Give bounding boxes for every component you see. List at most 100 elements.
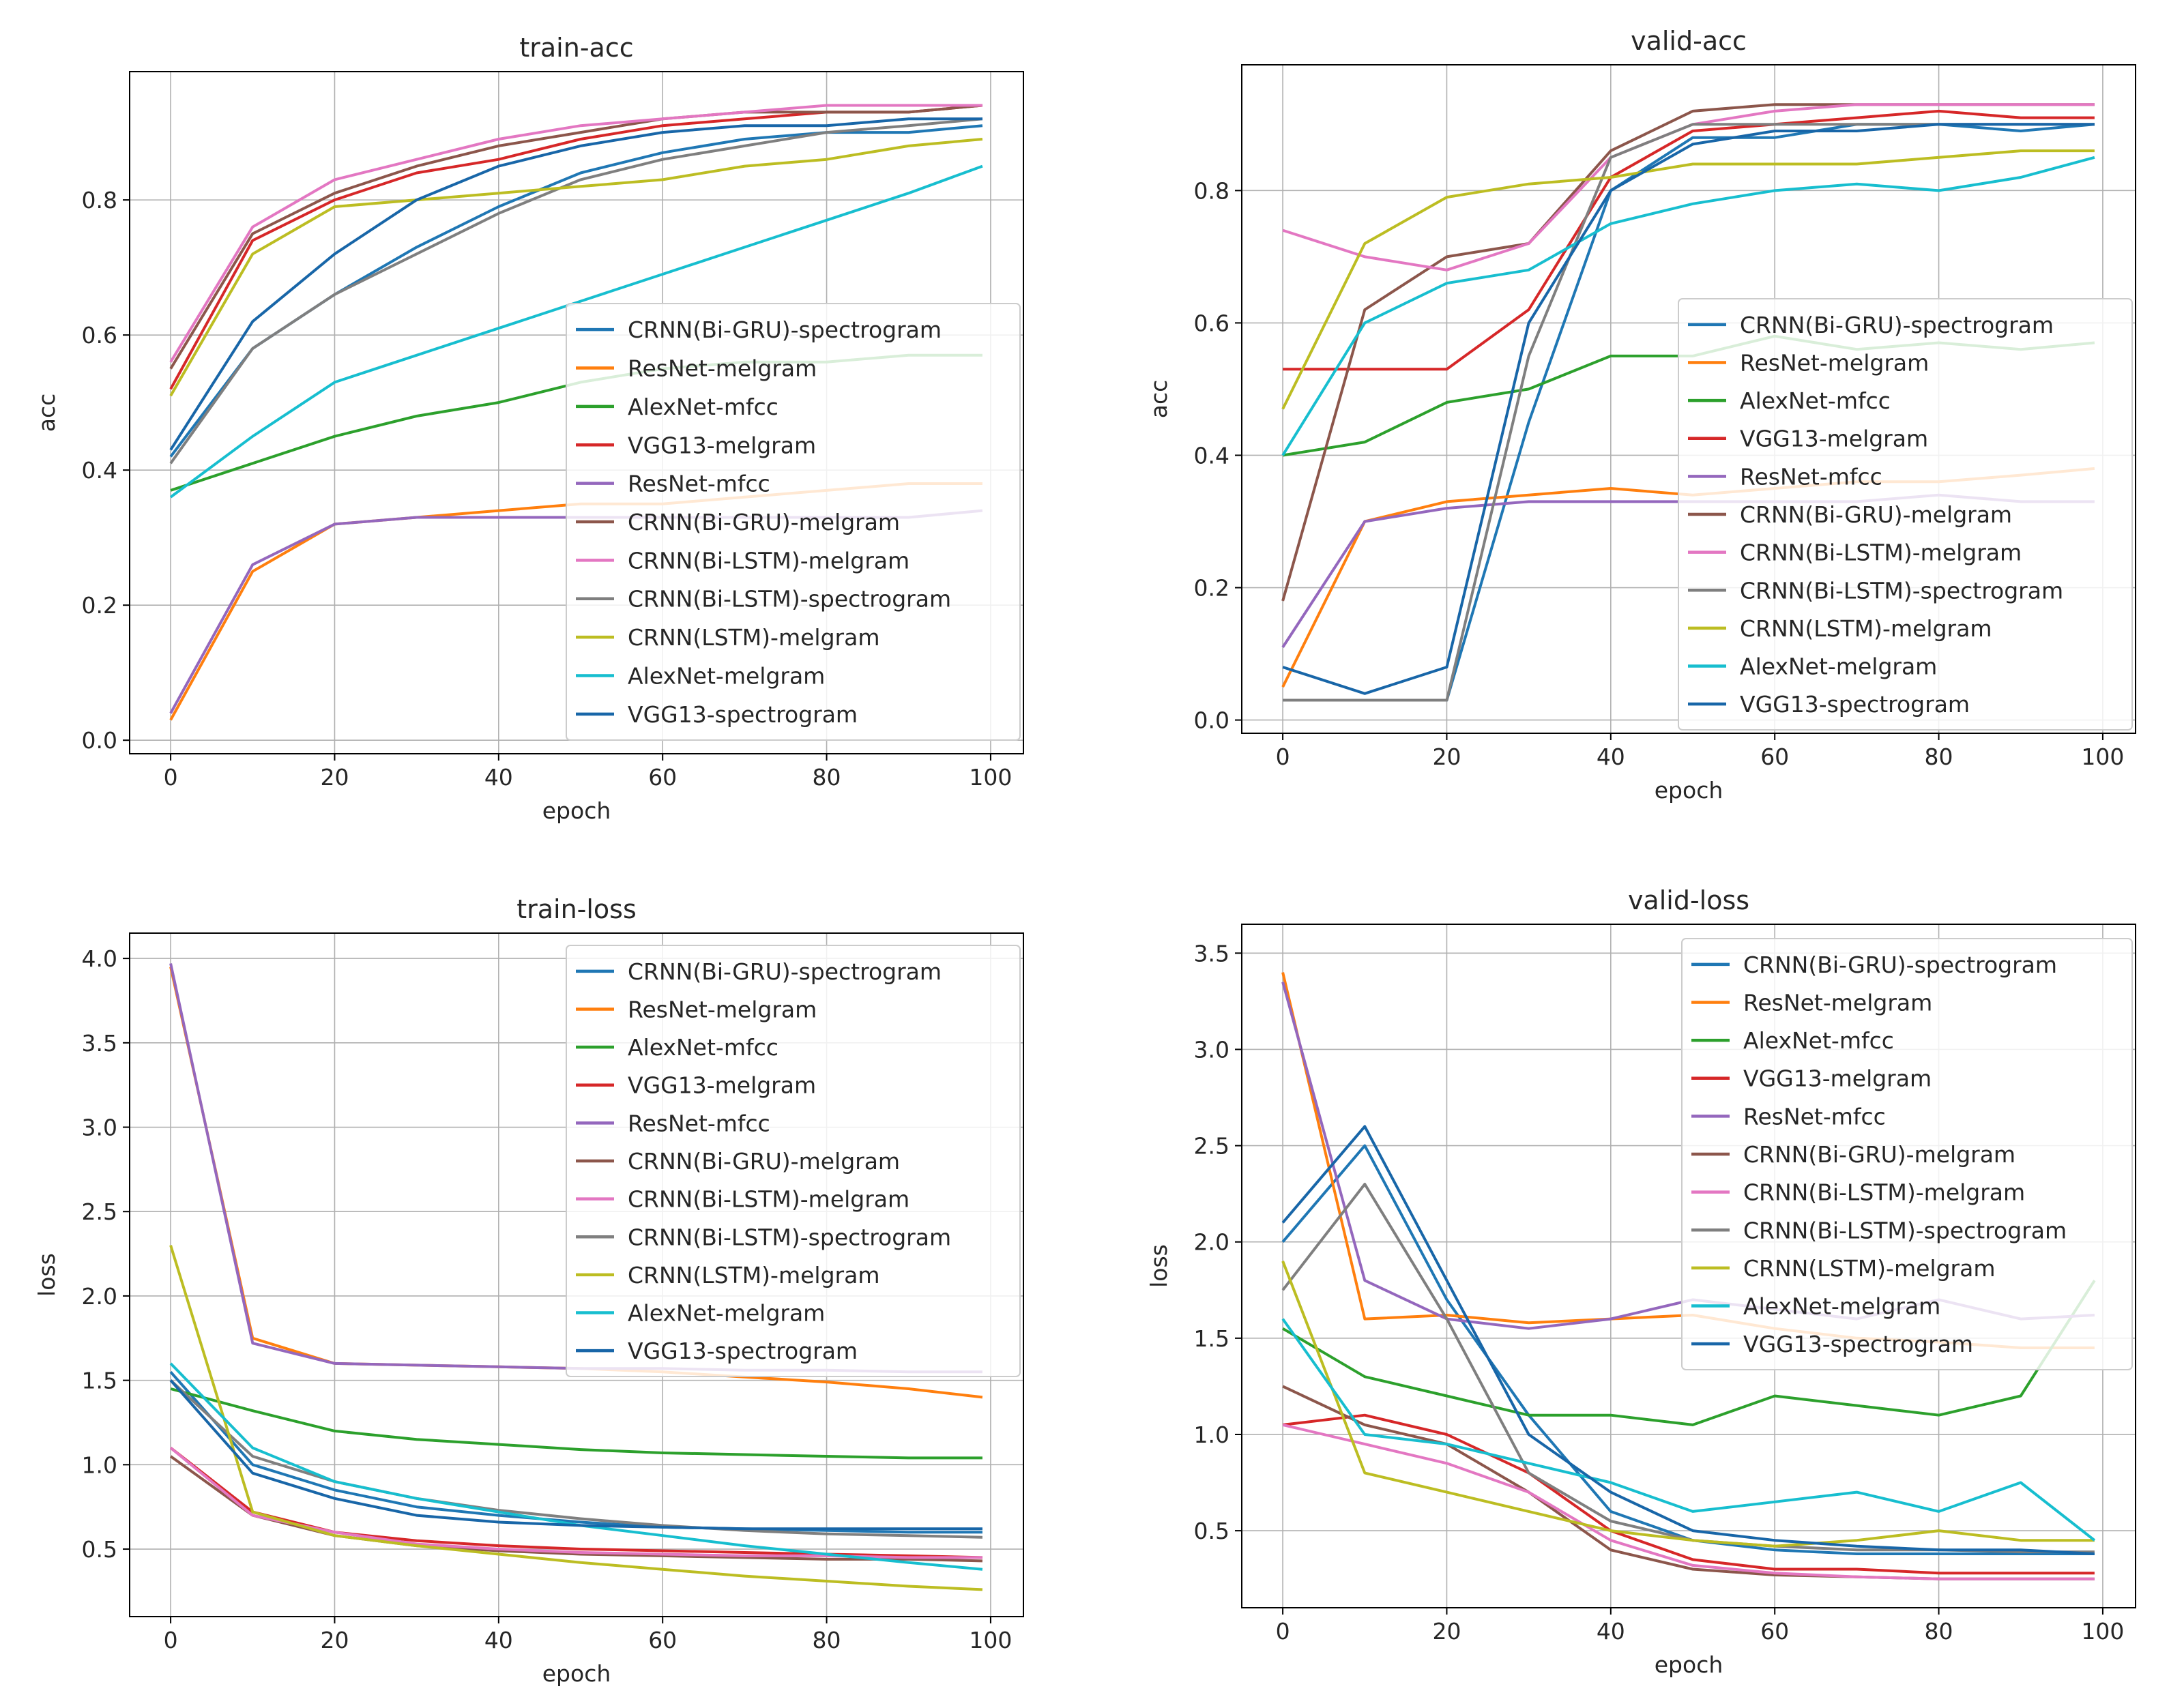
y-tick-label: 3.5 (1194, 940, 1229, 967)
legend-entry: VGG13-melgram (1743, 1065, 1932, 1092)
legend-entry: CRNN(Bi-LSTM)-melgram (1743, 1179, 2025, 1206)
chart-title: train-acc (519, 33, 633, 63)
legend-entry: VGG13-melgram (628, 432, 816, 458)
legend-entry: CRNN(LSTM)-melgram (628, 624, 879, 651)
x-tick-label: 0 (1276, 1618, 1290, 1645)
x-tick-label: 20 (320, 764, 349, 791)
legend-entry: CRNN(LSTM)-melgram (628, 1262, 879, 1289)
x-axis-label: epoch (542, 797, 611, 824)
y-tick-label: 3.0 (82, 1115, 117, 1141)
legend-entry: AlexNet-mfcc (628, 1034, 778, 1061)
axes-frame (1241, 64, 2136, 734)
series-line-CRNN(Bi-GRU)-spectrogram (169, 1370, 982, 1534)
series-line-VGG13-spectrogram (1281, 1125, 2095, 1555)
y-tick-label: 1.5 (82, 1368, 117, 1394)
series-line-CRNN(Bi-LSTM)-spectrogram (169, 1379, 982, 1539)
x-tick-label: 20 (1432, 1618, 1461, 1645)
legend-box (566, 303, 1021, 741)
y-axis-label: loss (33, 1253, 60, 1297)
chart-title: train-loss (516, 894, 637, 924)
legend-entry: AlexNet-mfcc (1740, 387, 1891, 414)
x-axis-label: epoch (542, 1660, 611, 1687)
x-tick-label: 0 (164, 764, 178, 791)
y-axis-label: acc (33, 394, 60, 432)
legend-entry: CRNN(Bi-GRU)-spectrogram (628, 958, 942, 985)
y-axis-label: acc (1146, 380, 1172, 419)
chart-panel-valid-acc: 0 20 40 60 80 100 0.0 0.2 0.4 0.6 0.8 valid-acc epoc… (1146, 26, 2136, 804)
legend-entry: ResNet-mfcc (628, 1110, 770, 1136)
series-line-CRNN(LSTM)-melgram (1281, 1261, 2095, 1548)
x-tick-label: 40 (484, 1627, 513, 1653)
legend-box (566, 945, 1021, 1377)
legend-entry: AlexNet-melgram (628, 662, 825, 689)
y-tick-label: 0.0 (1194, 707, 1229, 734)
y-tick-label: 0.6 (82, 322, 117, 349)
x-tick-label: 40 (1597, 743, 1625, 770)
x-tick-label: 100 (969, 1627, 1012, 1653)
legend-entry: VGG13-spectrogram (628, 1338, 858, 1364)
series-line-AlexNet-melgram (169, 164, 983, 499)
legend-entry: VGG13-spectrogram (1740, 691, 1970, 718)
legend-entry: CRNN(Bi-LSTM)-melgram (628, 1186, 909, 1213)
legend-entry: CRNN(Bi-GRU)-melgram (1743, 1141, 2015, 1168)
legend-entry: ResNet-melgram (628, 355, 817, 382)
legend: CRNN(Bi-GRU)-spectrogram ResNet-melgram Al… (566, 303, 1021, 741)
series-line-VGG13-melgram (1282, 1413, 2095, 1575)
legend-entry: AlexNet-melgram (1740, 653, 1937, 680)
legend: CRNN(Bi-GRU)-spectrogram ResNet-melgram Al… (1678, 298, 2133, 731)
y-tick-label: 2.0 (1194, 1229, 1229, 1256)
y-tick-label: 0.2 (82, 592, 117, 619)
legend-entry: AlexNet-melgram (1743, 1293, 1940, 1320)
y-tick-label: 0.5 (82, 1536, 117, 1563)
legend-entry: CRNN(Bi-GRU)-melgram (628, 1148, 900, 1175)
legend-entry: CRNN(LSTM)-melgram (1743, 1255, 1995, 1282)
legend-entry: ResNet-melgram (628, 996, 817, 1022)
legend-entry: VGG13-melgram (628, 1072, 816, 1099)
legend-entry: CRNN(LSTM)-melgram (1740, 615, 1992, 642)
series-line-CRNN(LSTM)-melgram (1281, 149, 2095, 410)
y-tick-label: 0.4 (1194, 442, 1229, 469)
y-tick-label: 1.5 (1194, 1325, 1229, 1352)
x-tick-label: 100 (2081, 743, 2124, 770)
legend-entry: AlexNet-mfcc (1743, 1027, 1894, 1054)
y-tick-label: 0.6 (1194, 310, 1229, 336)
x-axis-label: epoch (1655, 1651, 1723, 1678)
legend-entry: CRNN(Bi-LSTM)-spectrogram (1740, 577, 2063, 604)
y-tick-label: 0.2 (1194, 575, 1229, 602)
legend-entry: VGG13-spectrogram (628, 701, 858, 728)
legend-entry: CRNN(Bi-LSTM)-melgram (1740, 540, 2022, 566)
x-tick-label: 60 (648, 1627, 677, 1653)
y-axis-label: loss (1146, 1244, 1172, 1288)
legend-box (1678, 298, 2133, 731)
axes-frame (1241, 924, 2136, 1608)
y-tick-label: 1.0 (1194, 1422, 1229, 1448)
series-line-CRNN(Bi-LSTM)-melgram (1282, 103, 2095, 271)
legend-entry: VGG13-melgram (1740, 426, 1928, 452)
y-tick-label: 3.5 (82, 1030, 117, 1057)
legend-entry: AlexNet-melgram (628, 1300, 825, 1327)
series-line-CRNN(LSTM)-melgram (169, 1245, 982, 1591)
series-line-AlexNet-melgram (1281, 1318, 2096, 1542)
y-tick-label: 0.8 (82, 187, 117, 214)
legend-entry: CRNN(Bi-LSTM)-melgram (628, 547, 909, 574)
x-tick-label: 0 (1276, 743, 1290, 770)
legend-entry: CRNN(Bi-GRU)-spectrogram (1740, 312, 2054, 338)
legend-entry: CRNN(Bi-GRU)-spectrogram (628, 316, 942, 343)
y-tick-label: 0.5 (1194, 1518, 1229, 1544)
x-tick-label: 80 (1925, 743, 1953, 770)
x-axis-label: epoch (1655, 777, 1723, 804)
chart-title: valid-loss (1628, 885, 1749, 915)
axes-frame (129, 932, 1024, 1617)
legend-entry: CRNN(Bi-GRU)-melgram (628, 509, 900, 535)
chart-panel-train-acc: 0 20 40 60 80 100 0.0 0.2 0.4 0.6 0.8 train-acc epoc… (33, 33, 1024, 824)
y-tick-label: 0.4 (82, 457, 117, 484)
legend-entry: CRNN(Bi-LSTM)-spectrogram (1743, 1217, 2067, 1243)
x-tick-label: 60 (648, 764, 677, 791)
x-tick-label: 60 (1760, 1618, 1789, 1645)
x-tick-label: 80 (1925, 1618, 1953, 1645)
series-line-AlexNet-mfcc (170, 1387, 982, 1460)
legend-box (1681, 938, 2133, 1370)
y-tick-label: 0.8 (1194, 177, 1229, 204)
x-tick-label: 20 (1432, 743, 1461, 770)
